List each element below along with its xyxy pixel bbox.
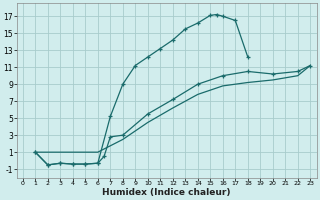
X-axis label: Humidex (Indice chaleur): Humidex (Indice chaleur): [102, 188, 231, 197]
